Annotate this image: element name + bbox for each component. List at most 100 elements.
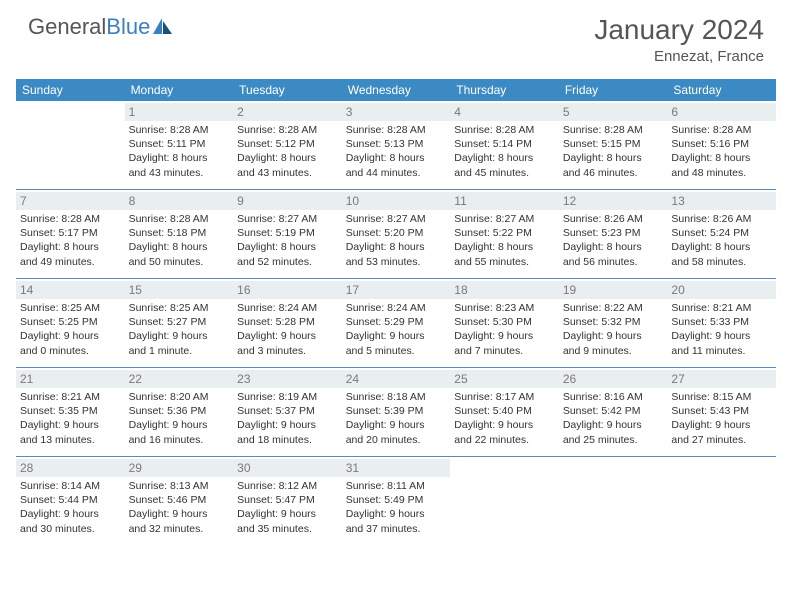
day-info-line: and 0 minutes.	[20, 344, 121, 358]
day-info-line: Sunrise: 8:12 AM	[237, 479, 338, 493]
title-block: January 2024 Ennezat, France	[594, 14, 764, 65]
day-info: Sunrise: 8:28 AMSunset: 5:15 PMDaylight:…	[563, 123, 664, 180]
day-info-line: and 53 minutes.	[346, 255, 447, 269]
day-info-line: Daylight: 8 hours	[454, 240, 555, 254]
day-info-line: Sunrise: 8:28 AM	[346, 123, 447, 137]
day-info: Sunrise: 8:26 AMSunset: 5:23 PMDaylight:…	[563, 212, 664, 269]
day-number: 19	[559, 281, 668, 299]
day-info-line: Sunrise: 8:28 AM	[563, 123, 664, 137]
day-info-line: Sunrise: 8:18 AM	[346, 390, 447, 404]
day-number: 27	[667, 370, 776, 388]
day-info-line: Sunrise: 8:28 AM	[237, 123, 338, 137]
day-info-line: and 22 minutes.	[454, 433, 555, 447]
day-info-line: and 52 minutes.	[237, 255, 338, 269]
day-number: 20	[667, 281, 776, 299]
day-info-line: Sunrise: 8:28 AM	[454, 123, 555, 137]
day-info-line: Sunset: 5:16 PM	[671, 137, 772, 151]
day-info-line: Daylight: 9 hours	[237, 507, 338, 521]
day-info-line: Daylight: 8 hours	[454, 151, 555, 165]
day-info-line: Daylight: 9 hours	[671, 329, 772, 343]
day-info-line: Sunset: 5:22 PM	[454, 226, 555, 240]
day-number: 1	[125, 103, 234, 121]
weekday-header: Thursday	[450, 79, 559, 101]
day-info-line: and 43 minutes.	[237, 166, 338, 180]
day-info-line: Sunrise: 8:27 AM	[346, 212, 447, 226]
day-cell: 29Sunrise: 8:13 AMSunset: 5:46 PMDayligh…	[125, 457, 234, 545]
day-info-line: and 3 minutes.	[237, 344, 338, 358]
day-info-line: Sunset: 5:40 PM	[454, 404, 555, 418]
day-info-line: and 43 minutes.	[129, 166, 230, 180]
day-info-line: and 7 minutes.	[454, 344, 555, 358]
day-info-line: and 27 minutes.	[671, 433, 772, 447]
day-info-line: Daylight: 9 hours	[20, 418, 121, 432]
day-info-line: Sunrise: 8:21 AM	[20, 390, 121, 404]
day-info-line: Sunset: 5:25 PM	[20, 315, 121, 329]
day-number: 6	[667, 103, 776, 121]
week-row: 14Sunrise: 8:25 AMSunset: 5:25 PMDayligh…	[16, 278, 776, 367]
day-info-line: and 48 minutes.	[671, 166, 772, 180]
day-number: 31	[342, 459, 451, 477]
day-info: Sunrise: 8:27 AMSunset: 5:20 PMDaylight:…	[346, 212, 447, 269]
day-cell: 20Sunrise: 8:21 AMSunset: 5:33 PMDayligh…	[667, 279, 776, 367]
day-info-line: Sunset: 5:11 PM	[129, 137, 230, 151]
day-info: Sunrise: 8:18 AMSunset: 5:39 PMDaylight:…	[346, 390, 447, 447]
day-info-line: Sunrise: 8:14 AM	[20, 479, 121, 493]
week-row: 1Sunrise: 8:28 AMSunset: 5:11 PMDaylight…	[16, 101, 776, 189]
day-info-line: Daylight: 9 hours	[237, 418, 338, 432]
day-info-line: Daylight: 9 hours	[20, 507, 121, 521]
day-cell: 18Sunrise: 8:23 AMSunset: 5:30 PMDayligh…	[450, 279, 559, 367]
day-cell: 1Sunrise: 8:28 AMSunset: 5:11 PMDaylight…	[125, 101, 234, 189]
day-number: 25	[450, 370, 559, 388]
day-number: 10	[342, 192, 451, 210]
day-info-line: Sunset: 5:39 PM	[346, 404, 447, 418]
day-info: Sunrise: 8:27 AMSunset: 5:19 PMDaylight:…	[237, 212, 338, 269]
day-info-line: and 18 minutes.	[237, 433, 338, 447]
day-cell: 22Sunrise: 8:20 AMSunset: 5:36 PMDayligh…	[125, 368, 234, 456]
day-info-line: Sunset: 5:47 PM	[237, 493, 338, 507]
day-info-line: Sunrise: 8:28 AM	[671, 123, 772, 137]
day-info-line: Sunrise: 8:15 AM	[671, 390, 772, 404]
day-cell: 24Sunrise: 8:18 AMSunset: 5:39 PMDayligh…	[342, 368, 451, 456]
day-cell	[450, 457, 559, 545]
day-info: Sunrise: 8:12 AMSunset: 5:47 PMDaylight:…	[237, 479, 338, 536]
weekday-header: Saturday	[667, 79, 776, 101]
day-info-line: Sunset: 5:17 PM	[20, 226, 121, 240]
day-info-line: Daylight: 8 hours	[671, 240, 772, 254]
day-info: Sunrise: 8:19 AMSunset: 5:37 PMDaylight:…	[237, 390, 338, 447]
day-info-line: and 1 minute.	[129, 344, 230, 358]
day-number: 17	[342, 281, 451, 299]
day-info-line: and 25 minutes.	[563, 433, 664, 447]
day-cell: 7Sunrise: 8:28 AMSunset: 5:17 PMDaylight…	[16, 190, 125, 278]
day-info-line: and 56 minutes.	[563, 255, 664, 269]
day-info-line: Sunset: 5:30 PM	[454, 315, 555, 329]
day-info-line: Sunrise: 8:16 AM	[563, 390, 664, 404]
day-cell: 27Sunrise: 8:15 AMSunset: 5:43 PMDayligh…	[667, 368, 776, 456]
day-info-line: Sunset: 5:14 PM	[454, 137, 555, 151]
day-info-line: and 55 minutes.	[454, 255, 555, 269]
brand-logo: GeneralBlue	[28, 14, 174, 40]
day-info: Sunrise: 8:25 AMSunset: 5:25 PMDaylight:…	[20, 301, 121, 358]
weekday-header-row: SundayMondayTuesdayWednesdayThursdayFrid…	[16, 79, 776, 101]
day-info-line: and 5 minutes.	[346, 344, 447, 358]
day-number: 3	[342, 103, 451, 121]
day-info-line: and 32 minutes.	[129, 522, 230, 536]
day-number: 2	[233, 103, 342, 121]
day-info: Sunrise: 8:13 AMSunset: 5:46 PMDaylight:…	[129, 479, 230, 536]
day-number: 30	[233, 459, 342, 477]
day-number	[450, 459, 559, 477]
day-info: Sunrise: 8:17 AMSunset: 5:40 PMDaylight:…	[454, 390, 555, 447]
brand-part2: Blue	[106, 14, 150, 40]
weeks-container: 1Sunrise: 8:28 AMSunset: 5:11 PMDaylight…	[16, 101, 776, 545]
day-info-line: Sunrise: 8:25 AM	[129, 301, 230, 315]
day-number: 16	[233, 281, 342, 299]
day-info-line: Daylight: 9 hours	[129, 507, 230, 521]
weekday-header: Wednesday	[342, 79, 451, 101]
day-info-line: Daylight: 9 hours	[129, 329, 230, 343]
day-info-line: Sunset: 5:49 PM	[346, 493, 447, 507]
day-cell: 28Sunrise: 8:14 AMSunset: 5:44 PMDayligh…	[16, 457, 125, 545]
day-info-line: and 58 minutes.	[671, 255, 772, 269]
day-number	[667, 459, 776, 477]
day-info-line: Sunset: 5:46 PM	[129, 493, 230, 507]
day-cell: 8Sunrise: 8:28 AMSunset: 5:18 PMDaylight…	[125, 190, 234, 278]
day-info-line: Sunset: 5:29 PM	[346, 315, 447, 329]
